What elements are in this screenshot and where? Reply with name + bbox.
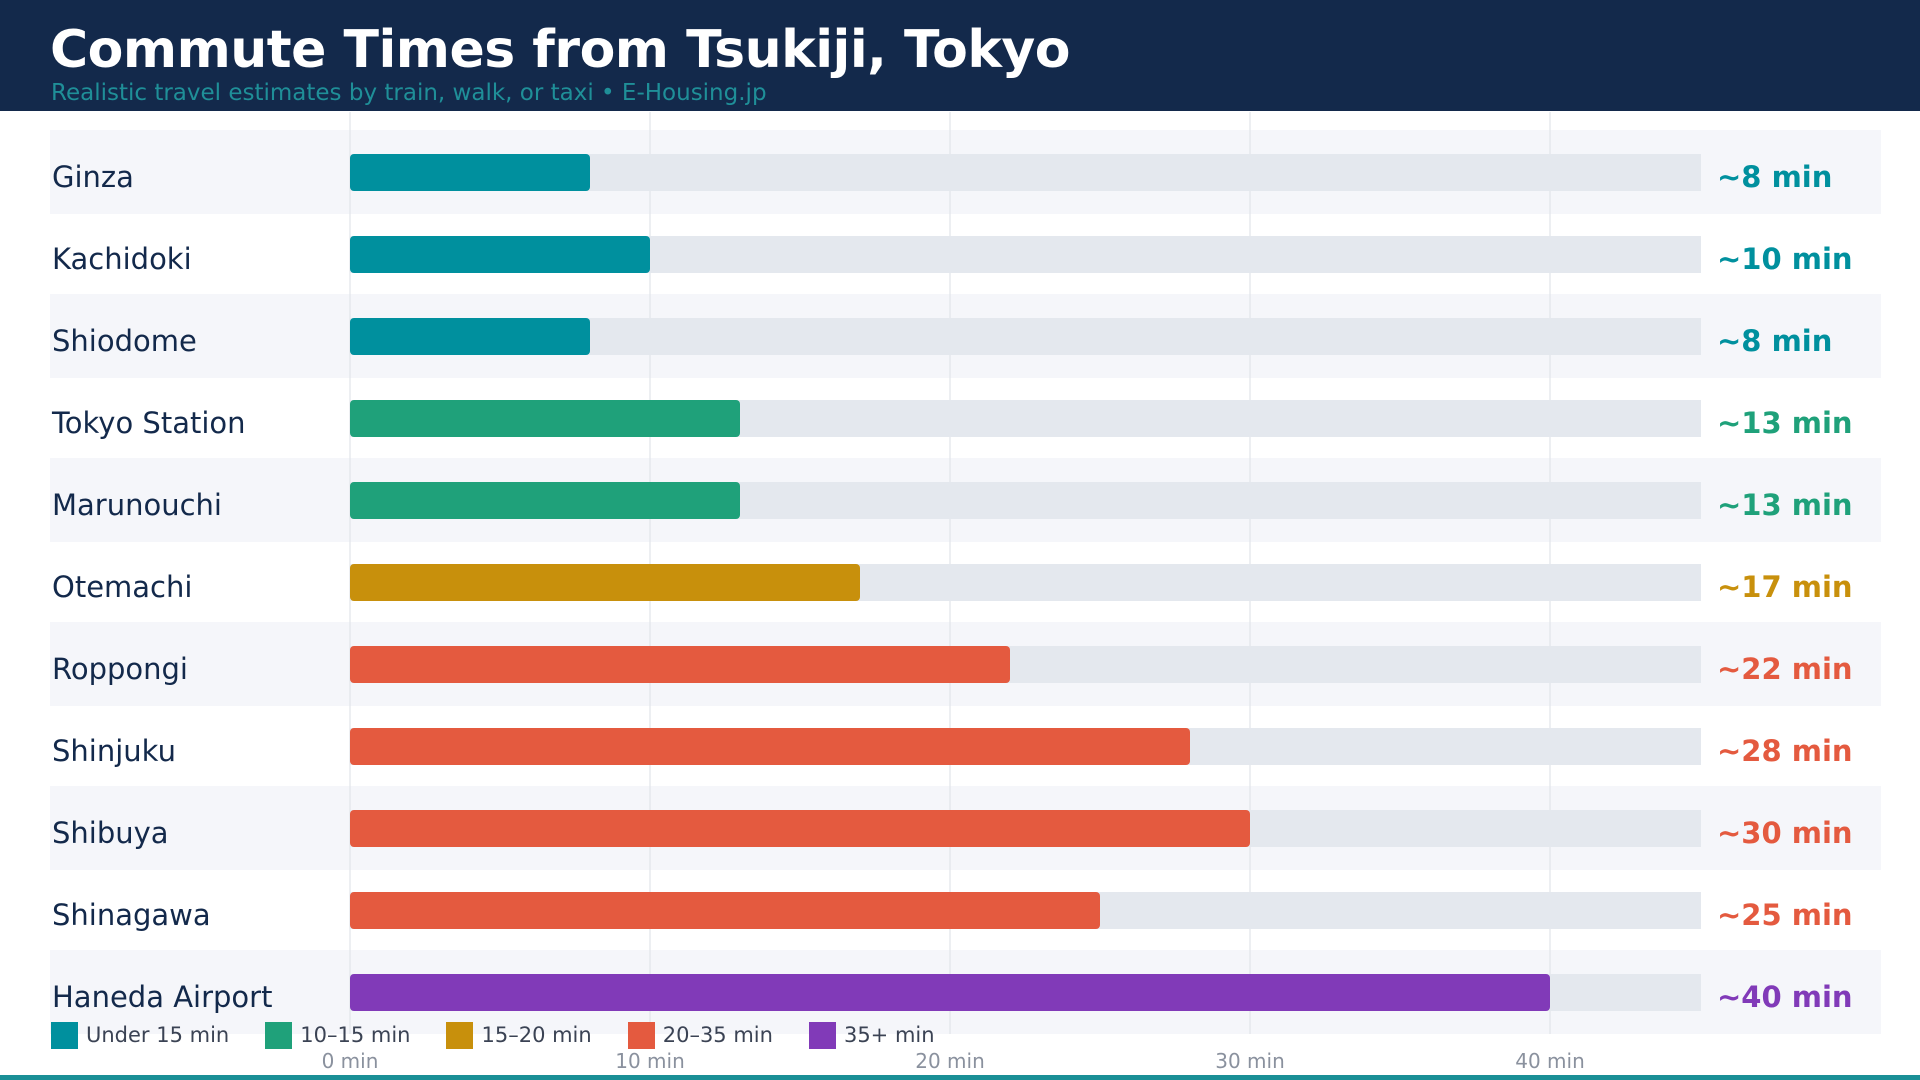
x-tick-label: 10 min xyxy=(615,1049,685,1073)
category-label: Roppongi xyxy=(52,652,188,686)
bottom-accent-rule xyxy=(0,1075,1920,1080)
legend-swatch xyxy=(265,1021,293,1049)
value-label: ~25 min xyxy=(1717,898,1853,932)
legend-item: Under 15 min xyxy=(51,1021,230,1049)
legend-swatch xyxy=(446,1021,474,1049)
legend-label: 35+ min xyxy=(843,1023,935,1047)
category-label: Tokyo Station xyxy=(51,406,246,440)
category-label: Kachidoki xyxy=(52,242,192,276)
legend-swatch xyxy=(808,1021,836,1049)
value-label: ~8 min xyxy=(1717,324,1832,358)
value-label: ~13 min xyxy=(1717,406,1853,440)
category-label: Shibuya xyxy=(52,816,169,850)
chart-title: Commute Times from Tsukiji, Tokyo xyxy=(50,20,1071,80)
x-tick-label: 40 min xyxy=(1515,1049,1585,1073)
legend-label: 20–35 min xyxy=(662,1023,773,1047)
bar xyxy=(350,728,1190,765)
bar xyxy=(350,154,590,191)
value-label: ~22 min xyxy=(1717,652,1853,686)
bar xyxy=(350,564,860,601)
x-tick-label: 0 min xyxy=(322,1049,379,1073)
bar xyxy=(350,974,1550,1011)
category-label: Shiodome xyxy=(52,324,197,358)
legend-item: 20–35 min xyxy=(627,1021,773,1049)
legend-swatch xyxy=(627,1021,655,1049)
value-label: ~30 min xyxy=(1717,816,1853,850)
bar xyxy=(350,318,590,355)
value-label: ~17 min xyxy=(1717,570,1853,604)
value-label: ~28 min xyxy=(1717,734,1853,768)
bar xyxy=(350,892,1100,929)
chart-subtitle: Realistic travel estimates by train, wal… xyxy=(51,80,767,106)
category-label: Marunouchi xyxy=(52,488,222,522)
value-label: ~8 min xyxy=(1717,160,1832,194)
bar xyxy=(350,810,1250,847)
legend-label: 10–15 min xyxy=(300,1023,411,1047)
bar xyxy=(350,236,650,273)
category-label: Haneda Airport xyxy=(52,980,272,1014)
legend-label: Under 15 min xyxy=(86,1023,230,1047)
x-tick-label: 20 min xyxy=(915,1049,985,1073)
value-label: ~13 min xyxy=(1717,488,1853,522)
legend-swatch xyxy=(51,1021,78,1049)
category-label: Otemachi xyxy=(52,570,192,604)
header-bar: Commute Times from Tsukiji, Tokyo Realis… xyxy=(0,0,1920,111)
category-label: Shinjuku xyxy=(52,734,176,768)
category-label: Shinagawa xyxy=(52,898,211,932)
x-tick-label: 30 min xyxy=(1215,1049,1285,1073)
value-label: ~40 min xyxy=(1717,980,1853,1014)
legend-label: 15–20 min xyxy=(481,1023,592,1047)
category-label: Ginza xyxy=(52,160,134,194)
legend-item: 15–20 min xyxy=(446,1021,592,1049)
legend-item: 35+ min xyxy=(808,1021,935,1049)
value-label: ~10 min xyxy=(1717,242,1853,276)
bar xyxy=(350,646,1010,683)
legend-item: 10–15 min xyxy=(265,1021,411,1049)
chart-legend: Under 15 min 10–15 min 15–20 min 20–35 min 3… xyxy=(51,1020,971,1050)
bar xyxy=(350,400,740,437)
bar xyxy=(350,482,740,519)
